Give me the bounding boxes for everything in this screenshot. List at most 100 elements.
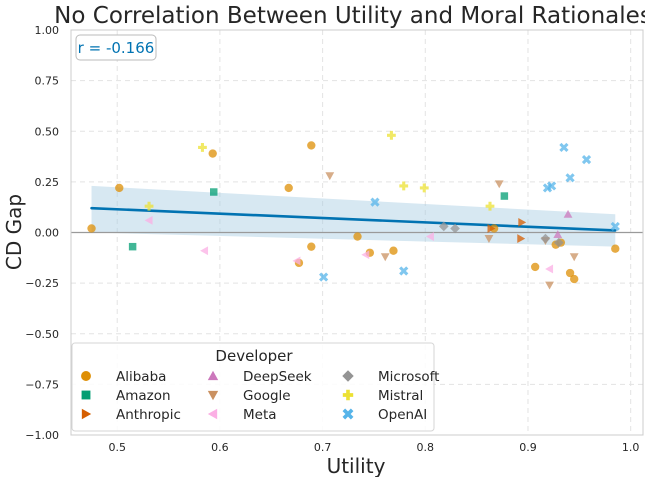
google-point — [569, 253, 579, 262]
correlation-value: r = -0.166 — [78, 39, 155, 57]
meta-point — [144, 215, 153, 225]
legend-marker-microsoft — [342, 370, 354, 382]
openai-point — [370, 197, 380, 207]
alibaba-point — [208, 149, 217, 158]
alibaba-point — [565, 268, 575, 278]
microsoft-point — [450, 223, 460, 234]
openai-point — [399, 266, 409, 276]
legend: Developer Alibaba Amazon Anthropic DeepSeek… — [71, 342, 439, 432]
legend-marker-anthropic — [81, 408, 92, 420]
anthropic-point — [518, 217, 527, 227]
legend-marker-meta — [207, 408, 218, 420]
legend-item-microsoft: Microsoft — [342, 369, 439, 385]
legend-marker-amazon — [81, 390, 91, 400]
mistral-point — [198, 143, 207, 152]
x-axis-label: Utility — [327, 454, 386, 477]
legend-item-amazon: Amazon — [81, 388, 171, 404]
alibaba-point — [353, 232, 362, 241]
alibaba-point — [87, 224, 96, 233]
legend-label-deepseek: DeepSeek — [243, 369, 312, 385]
alibaba-point — [570, 274, 579, 284]
mistral-point — [485, 201, 495, 211]
legend-marker-mistral — [342, 389, 354, 401]
microsoft-point — [540, 233, 551, 244]
alibaba-point — [284, 183, 293, 193]
x-tick-label: 0.8 — [417, 441, 435, 454]
microsoft-point — [553, 237, 564, 248]
amazon-point — [210, 188, 218, 196]
alibaba-point — [307, 242, 316, 251]
openai-point — [565, 173, 575, 183]
y-tick-label: 0.00 — [35, 227, 60, 240]
alibaba-point — [611, 244, 620, 253]
legend-item-meta: Meta — [207, 407, 277, 423]
google-point — [484, 235, 494, 243]
legend-marker-google — [207, 390, 219, 401]
legend-marker-openai — [342, 408, 354, 420]
legend-label-openai: OpenAI — [378, 407, 427, 423]
y-tick-label: −0.25 — [25, 277, 59, 290]
regression-line — [90, 206, 617, 232]
legend-marker-deepseek — [207, 370, 219, 381]
mistral-point — [144, 201, 154, 211]
legend-label-mistral: Mistral — [378, 388, 423, 404]
legend-label-alibaba: Alibaba — [116, 369, 166, 385]
legend-marker-alibaba — [81, 371, 91, 381]
legend-label-google: Google — [243, 388, 291, 404]
legend-label-amazon: Amazon — [116, 388, 171, 404]
anthropic-point — [517, 234, 526, 243]
x-tick-label: 0.9 — [519, 441, 537, 454]
plot-frame — [70, 29, 644, 436]
y-tick-label: −0.75 — [25, 378, 59, 391]
x-tick-label: 0.5 — [108, 441, 126, 454]
meta-point — [292, 256, 301, 266]
alibaba-point — [115, 183, 124, 193]
meta-point — [361, 250, 370, 260]
openai-point — [610, 221, 620, 232]
y-tick-label: −1.00 — [25, 429, 59, 442]
mistral-point — [387, 130, 396, 140]
confidence-band-area — [91, 185, 616, 247]
y-tick-label: 0.25 — [35, 176, 60, 189]
alibaba-point — [389, 246, 398, 255]
legend-box — [71, 342, 435, 432]
openai-point — [581, 154, 592, 165]
mistral-point — [419, 183, 429, 193]
google-point — [380, 253, 390, 262]
deepseek-point — [553, 230, 563, 239]
annotation-box — [75, 34, 157, 61]
data-points — [87, 130, 620, 290]
legend-title: Developer — [215, 347, 293, 365]
alibaba-point — [307, 141, 316, 150]
legend-item-alibaba: Alibaba — [81, 369, 166, 385]
deepseek-point — [563, 209, 573, 218]
google-point — [494, 180, 504, 189]
legend-item-google: Google — [207, 388, 291, 404]
x-tick-label: 1.0 — [622, 441, 640, 454]
y-tick-label: 1.00 — [35, 24, 60, 37]
openai-point — [546, 181, 557, 191]
mistral-point — [399, 181, 409, 191]
x-tick-label: 0.7 — [314, 441, 332, 454]
amazon-point — [128, 242, 137, 251]
legend-item-openai: OpenAI — [342, 407, 427, 423]
confidence-band — [91, 185, 616, 247]
alibaba-point — [530, 262, 540, 272]
legend-label-anthropic: Anthropic — [116, 407, 181, 423]
legend-item-anthropic: Anthropic — [81, 407, 181, 423]
anthropic-point — [487, 224, 496, 233]
legend-item-deepseek: DeepSeek — [207, 369, 312, 385]
tick-labels: 0.5 0.6 0.7 0.8 0.9 1.0 −1.00 −0.75 −0.50 −0.25 0.… — [25, 24, 639, 454]
legend-label-microsoft: Microsoft — [378, 369, 439, 385]
correlation-annotation: r = -0.166 — [75, 34, 157, 61]
y-tick-label: −0.50 — [25, 328, 59, 341]
amazon-point — [500, 192, 509, 200]
google-point — [545, 281, 554, 290]
legend-item-mistral: Mistral — [342, 388, 423, 404]
legend-label-meta: Meta — [243, 407, 277, 423]
openai-point — [319, 272, 329, 282]
meta-point — [426, 232, 434, 241]
chart-title: No Correlation Between Utility and Moral… — [54, 3, 645, 29]
regression-fit-line — [90, 206, 617, 232]
